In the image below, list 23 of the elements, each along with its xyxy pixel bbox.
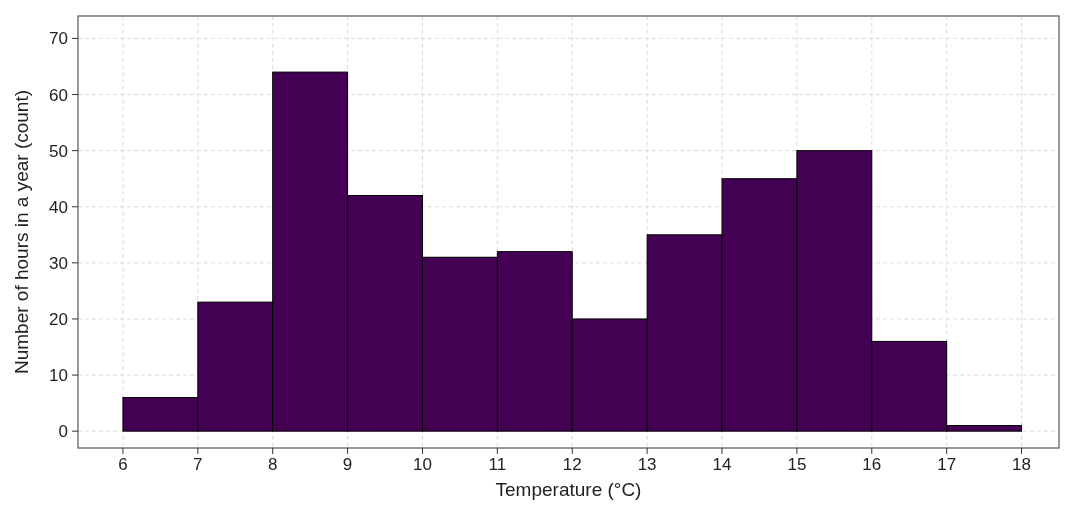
x-tick-label: 17	[937, 455, 957, 474]
y-tick-label: 30	[49, 253, 68, 273]
x-tick-label: 7	[193, 455, 203, 474]
y-tick-label: 50	[49, 141, 68, 161]
x-tick-label: 13	[637, 455, 657, 474]
y-tick-label: 70	[49, 29, 68, 49]
y-tick-label: 60	[49, 85, 68, 105]
y-axis-title: Number of hours in a year (count)	[11, 89, 32, 375]
x-tick-label: 15	[787, 455, 807, 474]
x-tick-label: 9	[342, 455, 353, 474]
x-tick-label: 16	[862, 455, 882, 474]
x-tick-label: 12	[562, 455, 582, 474]
x-tick-label: 18	[1012, 455, 1032, 474]
x-tick-label: 10	[413, 455, 432, 474]
y-tick-label: 10	[49, 366, 68, 386]
x-axis-title: Temperature (°C)	[495, 479, 642, 500]
y-tick-label: 40	[49, 197, 68, 217]
x-tick-label: 8	[267, 455, 278, 474]
x-tick-label: 14	[712, 455, 732, 474]
x-tick-label: 6	[118, 455, 128, 474]
y-tick-label: 20	[49, 309, 68, 329]
y-tick-label: 0	[58, 422, 68, 442]
x-tick-label: 11	[488, 455, 507, 474]
